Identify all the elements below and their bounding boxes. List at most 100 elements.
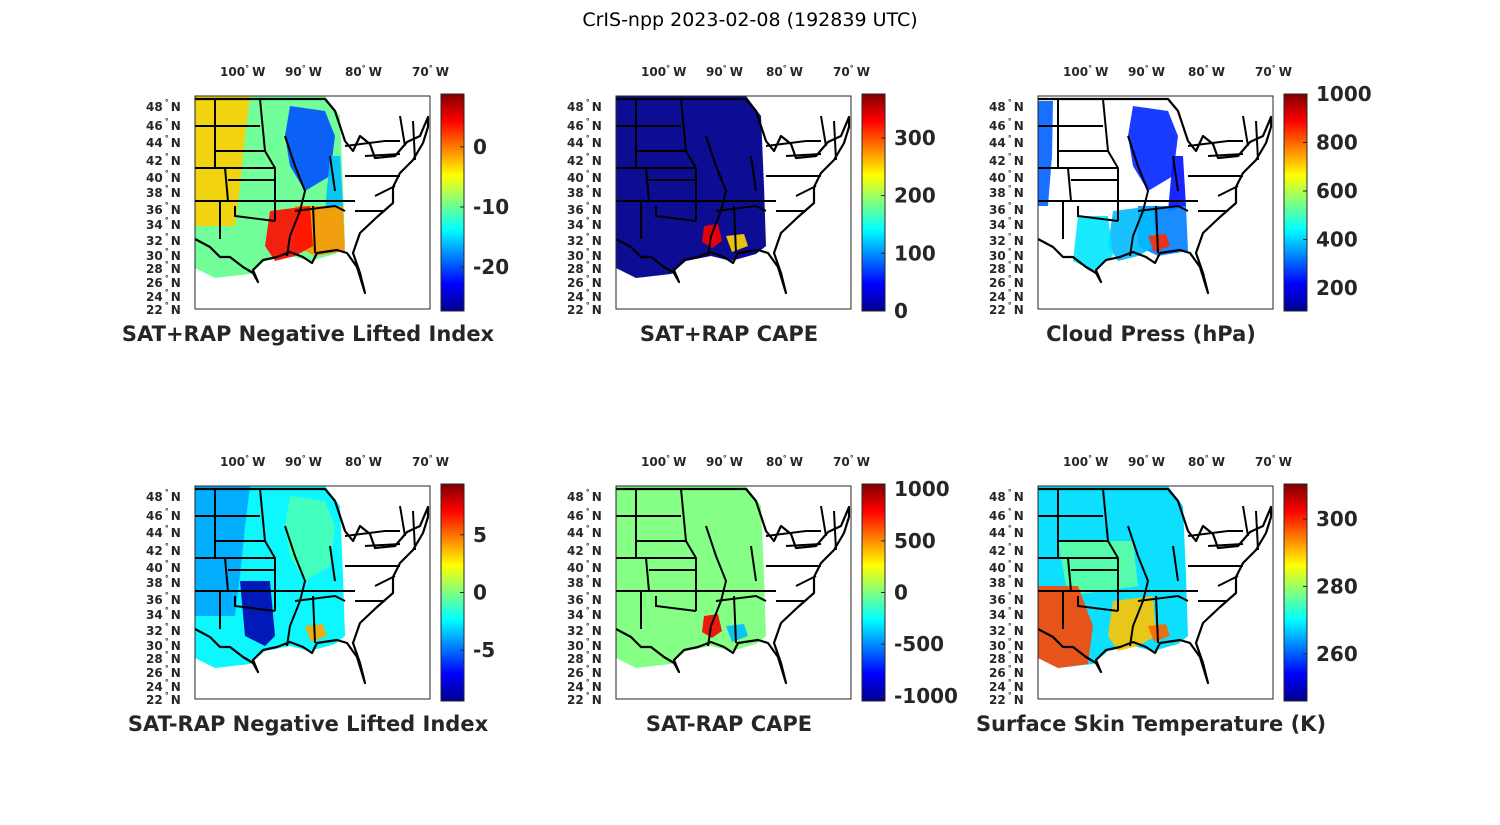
lon-suffix: W xyxy=(309,65,322,79)
lat-tick-label: 22 ° N xyxy=(567,691,602,707)
lat-suffix: N xyxy=(171,119,181,133)
lon-suffix: W xyxy=(1212,455,1225,469)
colorbar xyxy=(1283,483,1308,702)
lon-suffix: W xyxy=(790,65,803,79)
degree-symbol: ° xyxy=(165,559,169,568)
state-border xyxy=(412,120,416,161)
degree-symbol: ° xyxy=(362,64,366,73)
lat-tick-label: 40 ° N xyxy=(146,559,181,575)
lat-suffix: N xyxy=(1014,680,1024,694)
state-border xyxy=(234,206,276,222)
lat-suffix: N xyxy=(1014,509,1024,523)
lat-suffix: N xyxy=(592,561,602,575)
lat-tick-label: 48 ° N xyxy=(567,98,602,114)
lat-tick-label: 38 ° N xyxy=(146,574,181,590)
lat-suffix: N xyxy=(592,526,602,540)
lon-tick-label: 80° W xyxy=(766,64,803,79)
lon-suffix: W xyxy=(369,65,382,79)
degree-symbol: ° xyxy=(1008,507,1012,516)
lat-suffix: N xyxy=(1014,666,1024,680)
lon-suffix: W xyxy=(1152,455,1165,469)
data-region-lower-mississippi xyxy=(265,206,313,261)
lon-tick-label: 70° W xyxy=(1255,454,1292,469)
degree-symbol: ° xyxy=(165,247,169,256)
lat-tick-label: 40 ° N xyxy=(567,169,602,185)
state-border xyxy=(259,98,276,221)
degree-symbol: ° xyxy=(165,216,169,225)
degree-symbol: ° xyxy=(1008,216,1012,225)
state-border xyxy=(1217,575,1239,587)
lat-tick-label: 26 ° N xyxy=(989,274,1024,290)
degree-symbol: ° xyxy=(1008,524,1012,533)
state-border xyxy=(294,204,346,212)
colorbar xyxy=(861,93,886,312)
lat-tick-label: 24 ° N xyxy=(146,678,181,694)
lat-tick-label: 24 ° N xyxy=(567,288,602,304)
colorbar-tick-label: 0 xyxy=(473,135,487,159)
lat-tick-label: 28 ° N xyxy=(146,260,181,276)
state-border xyxy=(1137,594,1189,602)
state-border xyxy=(820,115,827,147)
lat-suffix: N xyxy=(171,666,181,680)
degree-symbol: ° xyxy=(165,488,169,497)
state-border xyxy=(1102,98,1119,221)
lat-tick-label: 44 ° N xyxy=(989,134,1024,150)
colorbar-tick-label: 260 xyxy=(1316,642,1358,666)
lat-tick-label: 28 ° N xyxy=(146,650,181,666)
map-content xyxy=(194,96,430,295)
lat-suffix: N xyxy=(592,509,602,523)
state-border xyxy=(294,594,346,602)
lat-suffix: N xyxy=(1014,154,1024,168)
degree-symbol: ° xyxy=(1008,247,1012,256)
lon-tick-label: 90° W xyxy=(1128,64,1165,79)
lat-tick-label: 22 ° N xyxy=(146,691,181,707)
map-frame xyxy=(1037,95,1274,310)
state-border xyxy=(344,530,400,537)
degree-symbol: ° xyxy=(586,117,590,126)
data-region-lower-mississippi xyxy=(1108,206,1156,261)
state-border xyxy=(374,575,396,587)
degree-symbol: ° xyxy=(165,274,169,283)
coastline xyxy=(1037,487,1273,685)
lon-tick-label: 90° W xyxy=(706,64,743,79)
degree-symbol: ° xyxy=(1008,134,1012,143)
lat-tick-label: 44 ° N xyxy=(146,134,181,150)
lat-suffix: N xyxy=(1014,249,1024,263)
degree-symbol: ° xyxy=(1008,260,1012,269)
lon-tick-label: 100° W xyxy=(220,454,265,469)
degree-symbol: ° xyxy=(586,301,590,310)
degree-symbol: ° xyxy=(1008,650,1012,659)
lat-tick-label: 44 ° N xyxy=(989,524,1024,540)
lon-tick-label: 70° W xyxy=(1255,64,1292,79)
degree-symbol: ° xyxy=(586,622,590,631)
degree-symbol: ° xyxy=(165,691,169,700)
lat-tick-label: 40 ° N xyxy=(989,559,1024,575)
lat-tick-label: 26 ° N xyxy=(989,664,1024,680)
map-frame xyxy=(615,485,852,700)
degree-symbol: ° xyxy=(1008,184,1012,193)
state-border xyxy=(645,167,650,202)
lon-tick-label: 80° W xyxy=(766,454,803,469)
lat-tick-label: 38 ° N xyxy=(567,574,602,590)
colorbar-tick-label: 200 xyxy=(894,184,936,208)
degree-symbol: ° xyxy=(1008,664,1012,673)
degree-symbol: ° xyxy=(1008,301,1012,310)
lon-suffix: W xyxy=(673,455,686,469)
state-border xyxy=(820,505,827,537)
lat-suffix: N xyxy=(171,234,181,248)
degree-symbol: ° xyxy=(245,64,249,73)
lon-suffix: W xyxy=(1279,455,1292,469)
degree-symbol: ° xyxy=(1008,117,1012,126)
lat-tick-label: 44 ° N xyxy=(146,524,181,540)
lat-tick-label: 34 ° N xyxy=(567,216,602,232)
degree-symbol: ° xyxy=(1088,64,1092,73)
lon-tick-label: 100° W xyxy=(641,64,686,79)
lon-suffix: W xyxy=(252,455,265,469)
lat-tick-label: 22 ° N xyxy=(567,301,602,317)
map-panel: 100° W 90° W 80° W 70° W 48 ° N 46 ° N44 ° N 42 ° N40 ° N38 °… xyxy=(122,64,509,346)
colorbar-tick-label: 300 xyxy=(894,126,936,150)
lon-tick-label: 100° W xyxy=(1063,64,1108,79)
state-border xyxy=(833,510,837,551)
degree-symbol: ° xyxy=(1145,454,1149,463)
degree-symbol: ° xyxy=(165,201,169,210)
